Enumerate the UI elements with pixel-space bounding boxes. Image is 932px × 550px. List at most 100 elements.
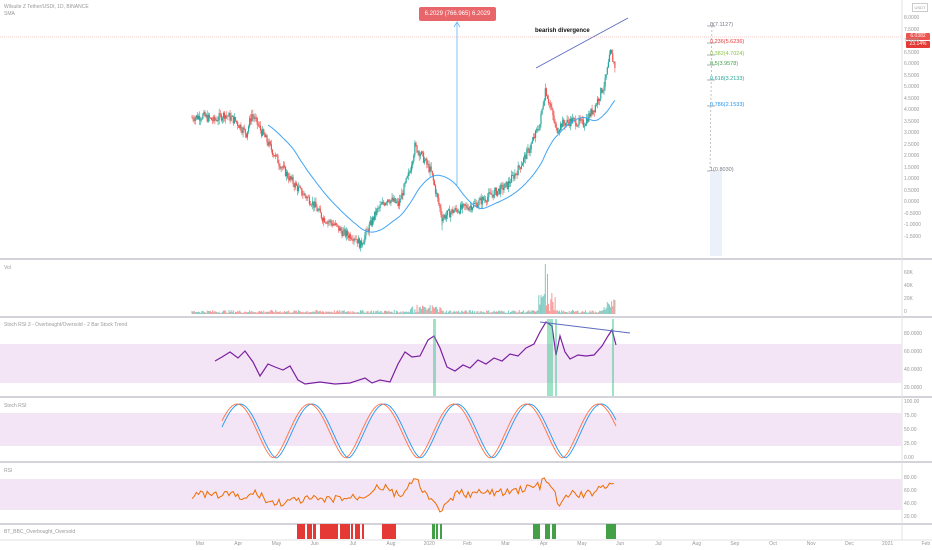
volume-bar (589, 310, 591, 314)
volume-bar (192, 311, 194, 314)
candle-body (217, 120, 219, 122)
currency-button[interactable]: USDT (912, 3, 928, 12)
candle-body (377, 207, 379, 209)
candle-body (335, 223, 338, 225)
volume-bar (504, 312, 506, 314)
volume-bar (273, 311, 275, 314)
volume-bar (506, 312, 508, 314)
volume-bar (407, 311, 409, 314)
x-axis-label: Jul (349, 541, 356, 547)
volume-bar (440, 307, 442, 314)
candle-body (349, 234, 351, 238)
volume-bar (377, 310, 379, 314)
candle-body (605, 74, 607, 78)
volume-bar (442, 310, 444, 314)
candle-body (369, 220, 371, 225)
volume-bar (378, 312, 380, 314)
volume-bar (330, 311, 332, 314)
candle-body (242, 127, 244, 133)
candle-body (439, 203, 441, 208)
volume-bar (421, 305, 423, 314)
last-price-tag: 6.0382 (906, 33, 930, 40)
volume-bar (265, 311, 267, 314)
volume-bar (508, 312, 510, 314)
volume-bar (600, 311, 602, 314)
candle-body (563, 119, 565, 124)
candle-body (525, 154, 527, 160)
candle-body (521, 163, 524, 166)
signal-strip (297, 524, 616, 539)
volume-bar (233, 312, 235, 314)
volume-bar (320, 312, 322, 314)
candle-body (488, 192, 490, 198)
candle-body (296, 185, 299, 192)
volume-bar (583, 312, 585, 314)
volume-bar (405, 311, 407, 314)
candle-body (420, 151, 422, 155)
drawn-overlays (0, 17, 902, 334)
oversold-block (362, 524, 364, 539)
volume-bar (586, 312, 588, 314)
candle-body (599, 98, 601, 101)
candle-body (212, 120, 214, 122)
candle-body (445, 215, 447, 219)
candle-body (479, 197, 481, 200)
stoch1-axis-label: 80.0000 (904, 331, 923, 337)
rsi-axis-label: 60.00 (904, 488, 917, 494)
candle-body (202, 114, 204, 119)
volume-bar (577, 310, 579, 314)
volume-bar (425, 307, 427, 314)
volume-bar (396, 311, 398, 314)
volume-bar (284, 311, 286, 314)
volume-bar (481, 312, 483, 314)
candle-body (347, 235, 350, 238)
candle-body (450, 212, 452, 218)
volume-bar (305, 311, 307, 314)
volume-bar (435, 306, 437, 314)
volume-bar (363, 311, 365, 314)
volume-bar (483, 312, 485, 314)
candle-body (191, 117, 193, 119)
candle-body (480, 197, 482, 205)
candle-body (299, 186, 301, 188)
volume-bar (441, 310, 443, 314)
candle-body (477, 204, 479, 208)
volume-bar (223, 310, 225, 314)
rsi-band (0, 479, 902, 510)
candle-body (611, 49, 613, 54)
volume-bar (302, 311, 304, 314)
volume-bar (275, 310, 277, 314)
volume-bar (385, 310, 387, 314)
candle-body (339, 227, 341, 231)
volume-bar (226, 312, 228, 314)
volume-bar (402, 311, 404, 314)
candle-body (458, 211, 461, 214)
volume-bar (565, 311, 567, 314)
candle-body (463, 203, 465, 205)
fib-label: 0(7.1127) (710, 22, 734, 28)
x-axis-label: 2020 (423, 541, 435, 547)
y-axis-label: 4.0000 (904, 107, 920, 113)
candle-body (302, 194, 304, 196)
candle-body (507, 181, 509, 189)
volume-bar (371, 312, 373, 314)
y-axis-label: 5.5000 (904, 72, 920, 79)
stoch1-axis-label: 20.0000 (904, 385, 923, 391)
volume-bar (279, 311, 281, 314)
oversold-block (313, 524, 316, 539)
stoch1-axis-label: 40.0000 (904, 367, 923, 373)
candle-body (413, 155, 415, 162)
volume-bar (576, 311, 578, 314)
volume-bar (392, 312, 394, 314)
candle-body (401, 193, 403, 200)
x-axis-label: Mar (501, 541, 510, 547)
candle-body (390, 199, 392, 204)
volume-bar (387, 311, 389, 314)
volume-bar (501, 310, 503, 314)
volume-bar (526, 311, 528, 314)
volume-bar (502, 311, 504, 314)
candle-body (529, 149, 531, 153)
candle-body (414, 142, 416, 156)
volume-bar (531, 310, 533, 314)
y-axis-label: 4.5000 (904, 95, 920, 102)
